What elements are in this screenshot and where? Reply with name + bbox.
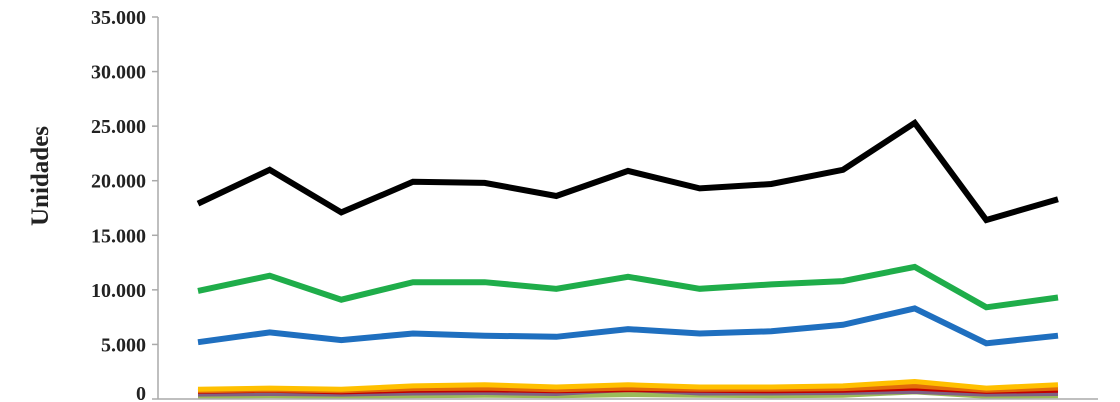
y-axis-title: Unidades — [27, 126, 54, 226]
y-tick-label: 5.000 — [101, 334, 146, 356]
y-tick-label: 0 — [136, 383, 146, 402]
y-tick-label: 15.000 — [91, 225, 146, 247]
y-axis-ticks: 35.000 30.000 25.000 20.000 15.000 10.000 5.00… — [91, 7, 158, 402]
series-line-3 — [197, 305, 1059, 347]
y-tick-label: 35.000 — [91, 7, 146, 29]
y-tick-label: 10.000 — [91, 280, 146, 302]
series-line-4 — [197, 378, 1059, 392]
y-tick-label: 20.000 — [91, 171, 146, 193]
series-lines — [196, 118, 1059, 399]
y-tick-label: 30.000 — [91, 62, 146, 84]
y-tick-label: 25.000 — [91, 116, 146, 138]
series-line-2 — [197, 263, 1059, 311]
series-line-1 — [196, 118, 1059, 224]
